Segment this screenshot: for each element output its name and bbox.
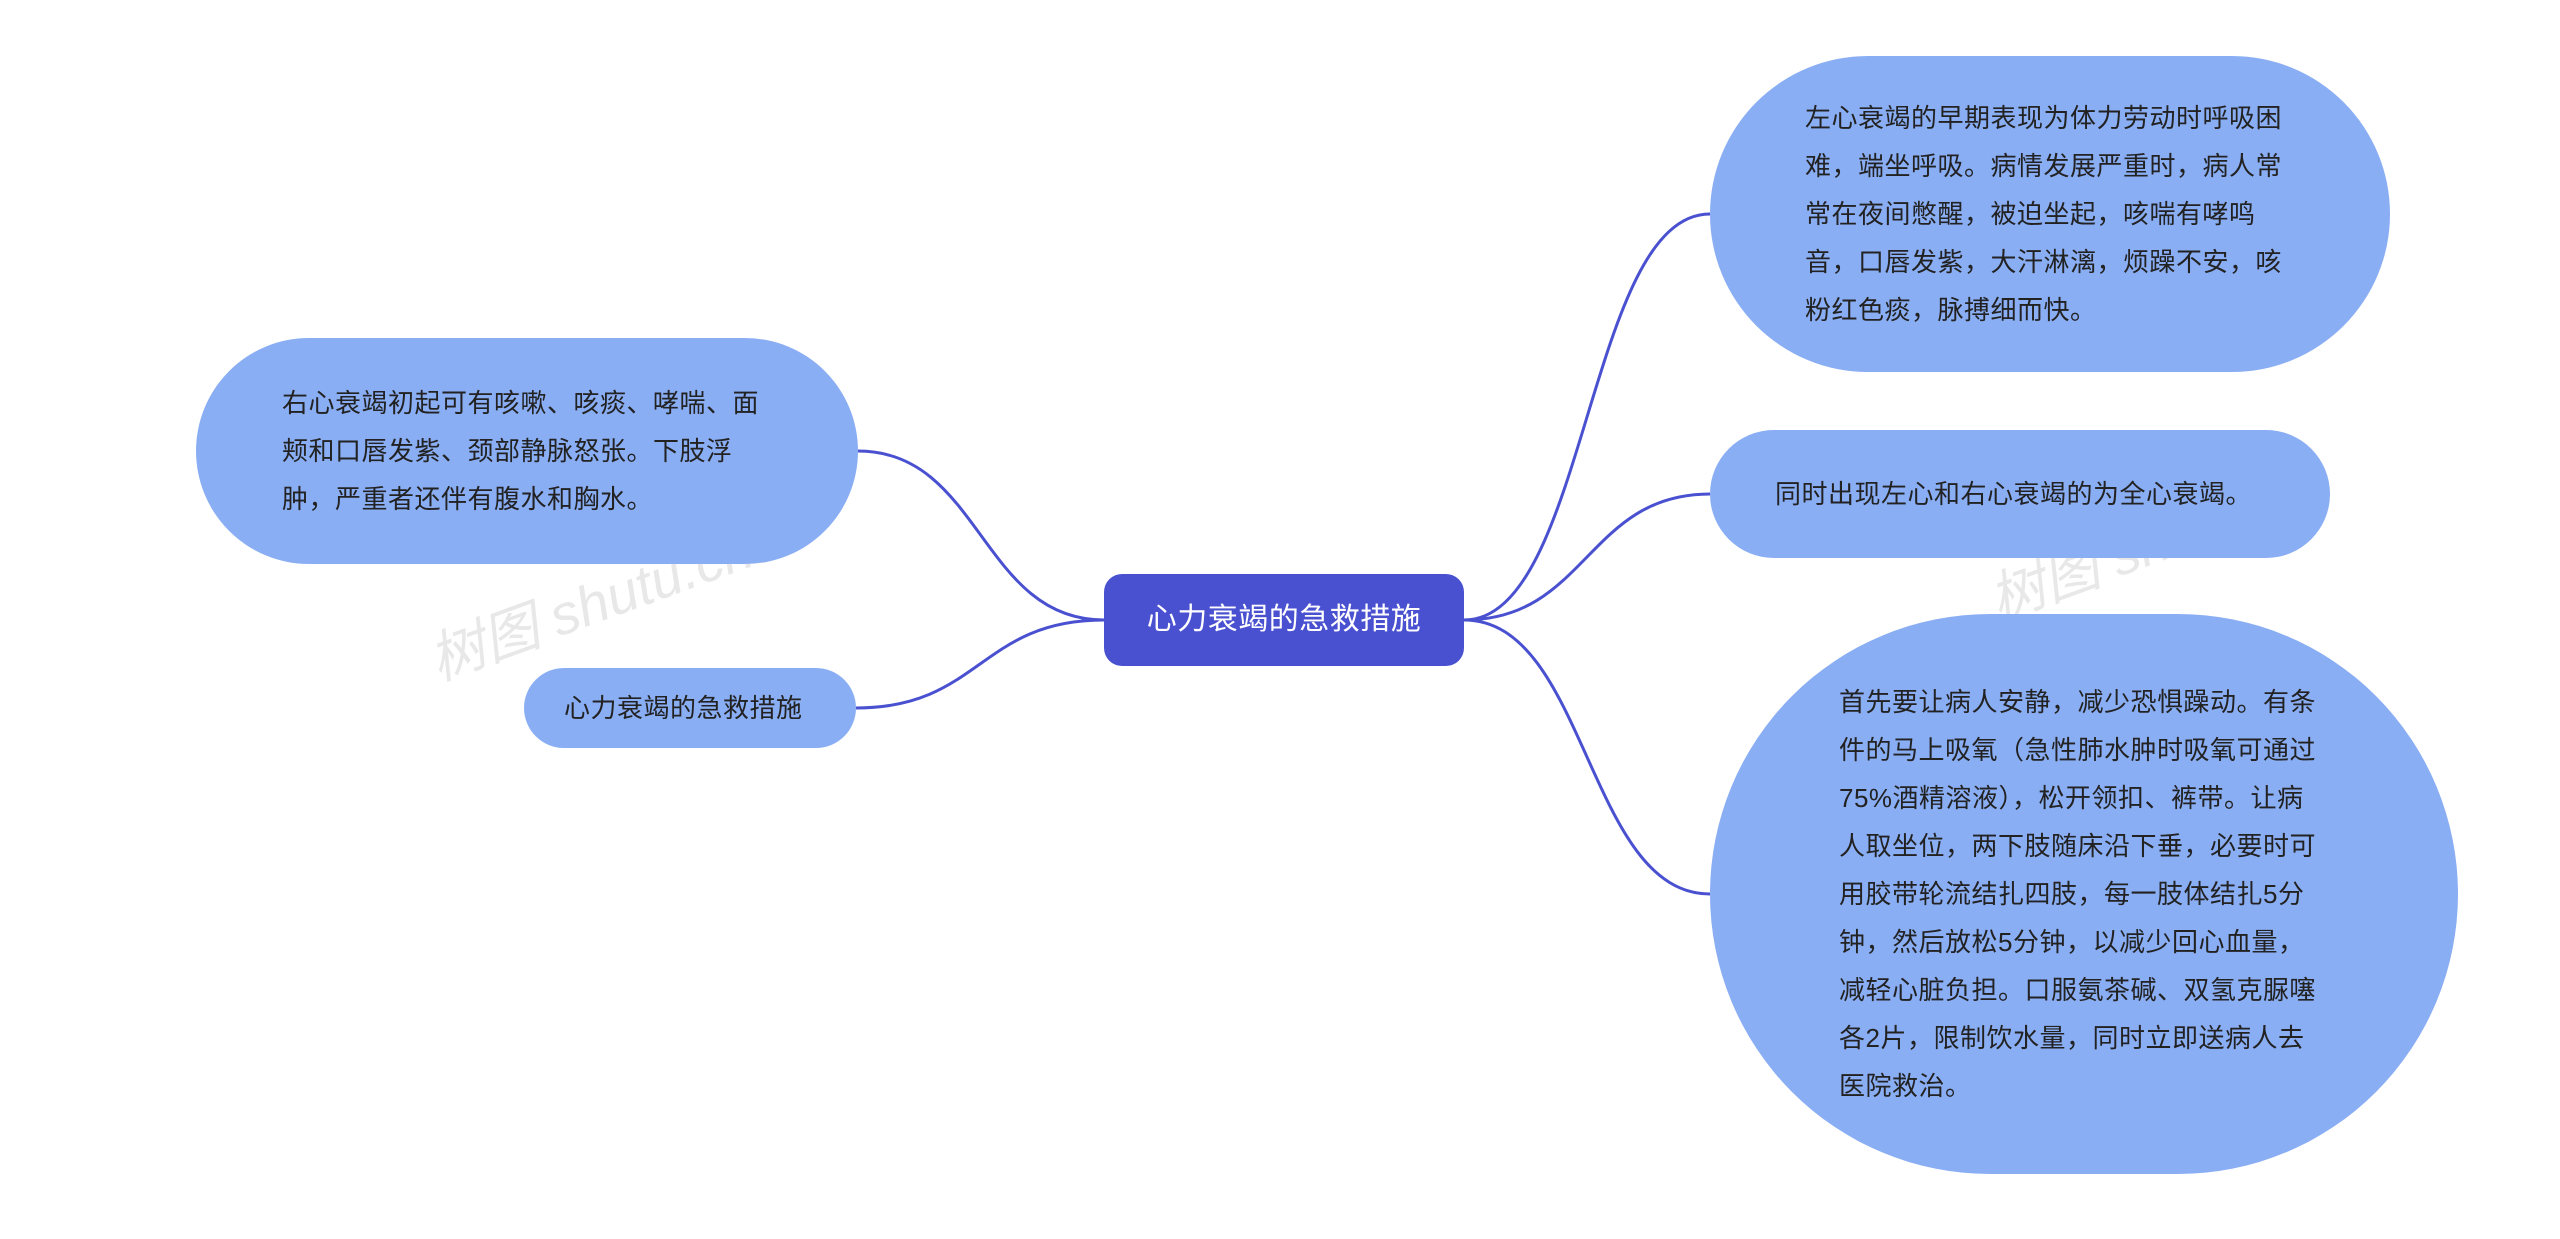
node-right-1-text: 左心衰竭的早期表现为体力劳动时呼吸困难，端坐呼吸。病情发展严重时，病人常常在夜间… — [1805, 94, 2295, 334]
node-left-1[interactable]: 右心衰竭初起可有咳嗽、咳痰、哮喘、面颊和口唇发紫、颈部静脉怒张。下肢浮肿，严重者… — [196, 338, 858, 564]
node-left-1-text: 右心衰竭初起可有咳嗽、咳痰、哮喘、面颊和口唇发紫、颈部静脉怒张。下肢浮肿，严重者… — [282, 379, 772, 523]
node-right-3-text: 首先要让病人安静，减少恐惧躁动。有条件的马上吸氧（急性肺水肿时吸氧可通过75%酒… — [1839, 678, 2329, 1111]
node-right-1[interactable]: 左心衰竭的早期表现为体力劳动时呼吸困难，端坐呼吸。病情发展严重时，病人常常在夜间… — [1710, 56, 2390, 372]
node-right-2[interactable]: 同时出现左心和右心衰竭的为全心衰竭。 — [1710, 430, 2330, 558]
node-right-3[interactable]: 首先要让病人安静，减少恐惧躁动。有条件的马上吸氧（急性肺水肿时吸氧可通过75%酒… — [1710, 614, 2458, 1174]
center-node-text: 心力衰竭的急救措施 — [1147, 592, 1422, 648]
mindmap-canvas: 树图 shutu.cn 树图 shutu.cn 心力衰竭的急救措施 右心衰竭初起… — [0, 0, 2560, 1239]
node-right-2-text: 同时出现左心和右心衰竭的为全心衰竭。 — [1775, 470, 2265, 518]
center-node[interactable]: 心力衰竭的急救措施 — [1104, 574, 1464, 666]
node-left-2[interactable]: 心力衰竭的急救措施 — [524, 668, 856, 748]
node-left-2-text: 心力衰竭的急救措施 — [564, 684, 816, 732]
